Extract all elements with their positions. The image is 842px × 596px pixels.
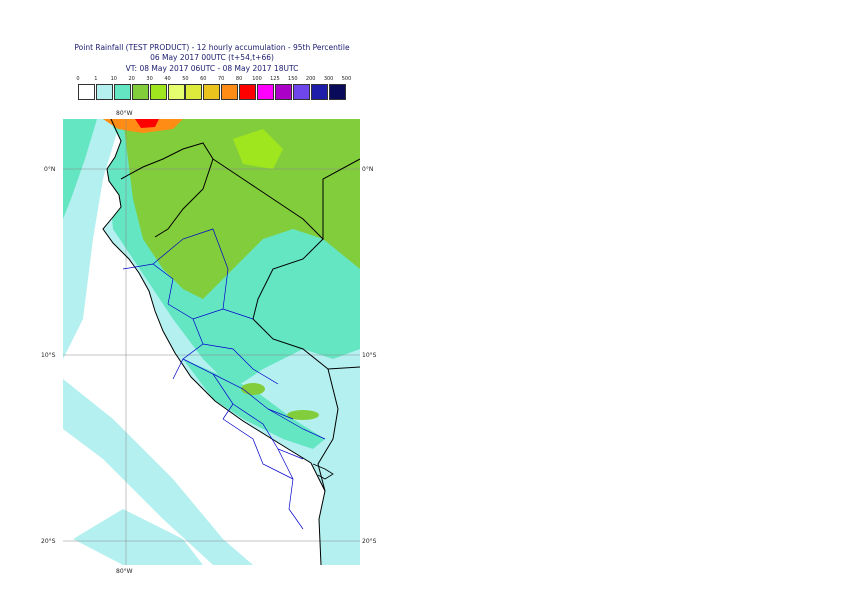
legend-threshold-label: 0 <box>76 76 80 82</box>
rainfall-map <box>63 119 360 565</box>
department-borders <box>122 228 326 530</box>
lon-label-top: 80°W <box>116 110 133 117</box>
legend-swatch <box>131 84 149 100</box>
legend-threshold-label: 10 <box>110 76 117 82</box>
lat-label-20s-left: 20°S <box>41 538 56 545</box>
legend-threshold-label: 40 <box>164 76 171 82</box>
legend-threshold-label: 30 <box>146 76 153 82</box>
lat-label-0-left: 0°N <box>44 166 56 173</box>
valid-time: VT: 08 May 2017 06UTC - 08 May 2017 18UT… <box>125 64 299 73</box>
legend-swatch <box>185 84 203 100</box>
ecuador-peru-border <box>120 142 214 238</box>
lat-label-20s-right: 20°S <box>362 538 377 545</box>
legend-threshold-label: 125 <box>270 76 280 82</box>
legend-threshold-label: 70 <box>218 76 225 82</box>
legend-threshold-label: 80 <box>235 76 243 82</box>
legend-threshold-label: 150 <box>288 76 298 82</box>
extreme-rain-core <box>135 119 159 128</box>
moderate-rain-south <box>183 359 325 449</box>
lon-label-bottom: 80°W <box>116 568 133 575</box>
lat-label-10s-right: 10°S <box>362 352 377 359</box>
legend-swatch <box>310 84 328 100</box>
lat-label-10s-left: 10°S <box>41 352 56 359</box>
legend-swatch <box>78 84 95 100</box>
offshore-rain-band-south <box>63 379 253 565</box>
legend-swatch <box>95 84 113 100</box>
legend-threshold-label: 100 <box>252 76 262 82</box>
legend-swatch <box>257 84 274 100</box>
legend-threshold-label: 20 <box>128 76 135 82</box>
legend-swatch <box>292 84 310 100</box>
legend-threshold-label: 500 <box>341 76 352 82</box>
legend-swatch <box>274 84 292 100</box>
legend-threshold-label: 200 <box>305 76 316 82</box>
legend-swatch <box>113 84 131 100</box>
intense-rain-zone <box>233 129 283 169</box>
legend-swatch <box>167 84 185 100</box>
rain-cell-2 <box>287 410 319 420</box>
map-title: Point Rainfall (TEST PRODUCT) - 12 hourl… <box>74 43 350 52</box>
legend-swatch <box>203 84 221 100</box>
bolivia-border <box>317 368 339 492</box>
legend-threshold-label: 1 <box>94 76 98 82</box>
run-time: 06 May 2017 00UTC (t+54,t+66) <box>150 53 274 62</box>
legend-threshold-label: 60 <box>200 76 207 82</box>
lake-titicaca <box>312 463 334 480</box>
legend-threshold-label: 300 <box>323 76 334 82</box>
legend-swatch <box>149 84 167 100</box>
coastline <box>102 119 326 565</box>
legend-swatch <box>239 84 257 100</box>
rain-cell-1 <box>241 383 265 395</box>
legend-swatch <box>221 84 239 100</box>
legend-threshold-label: 50 <box>182 76 189 82</box>
heavy-rain-zone <box>123 119 360 299</box>
lat-label-0-right: 0°N <box>362 166 374 173</box>
offshore-rain-band-far <box>73 509 203 565</box>
colombia-border <box>212 158 360 241</box>
legend-swatch <box>328 84 346 100</box>
